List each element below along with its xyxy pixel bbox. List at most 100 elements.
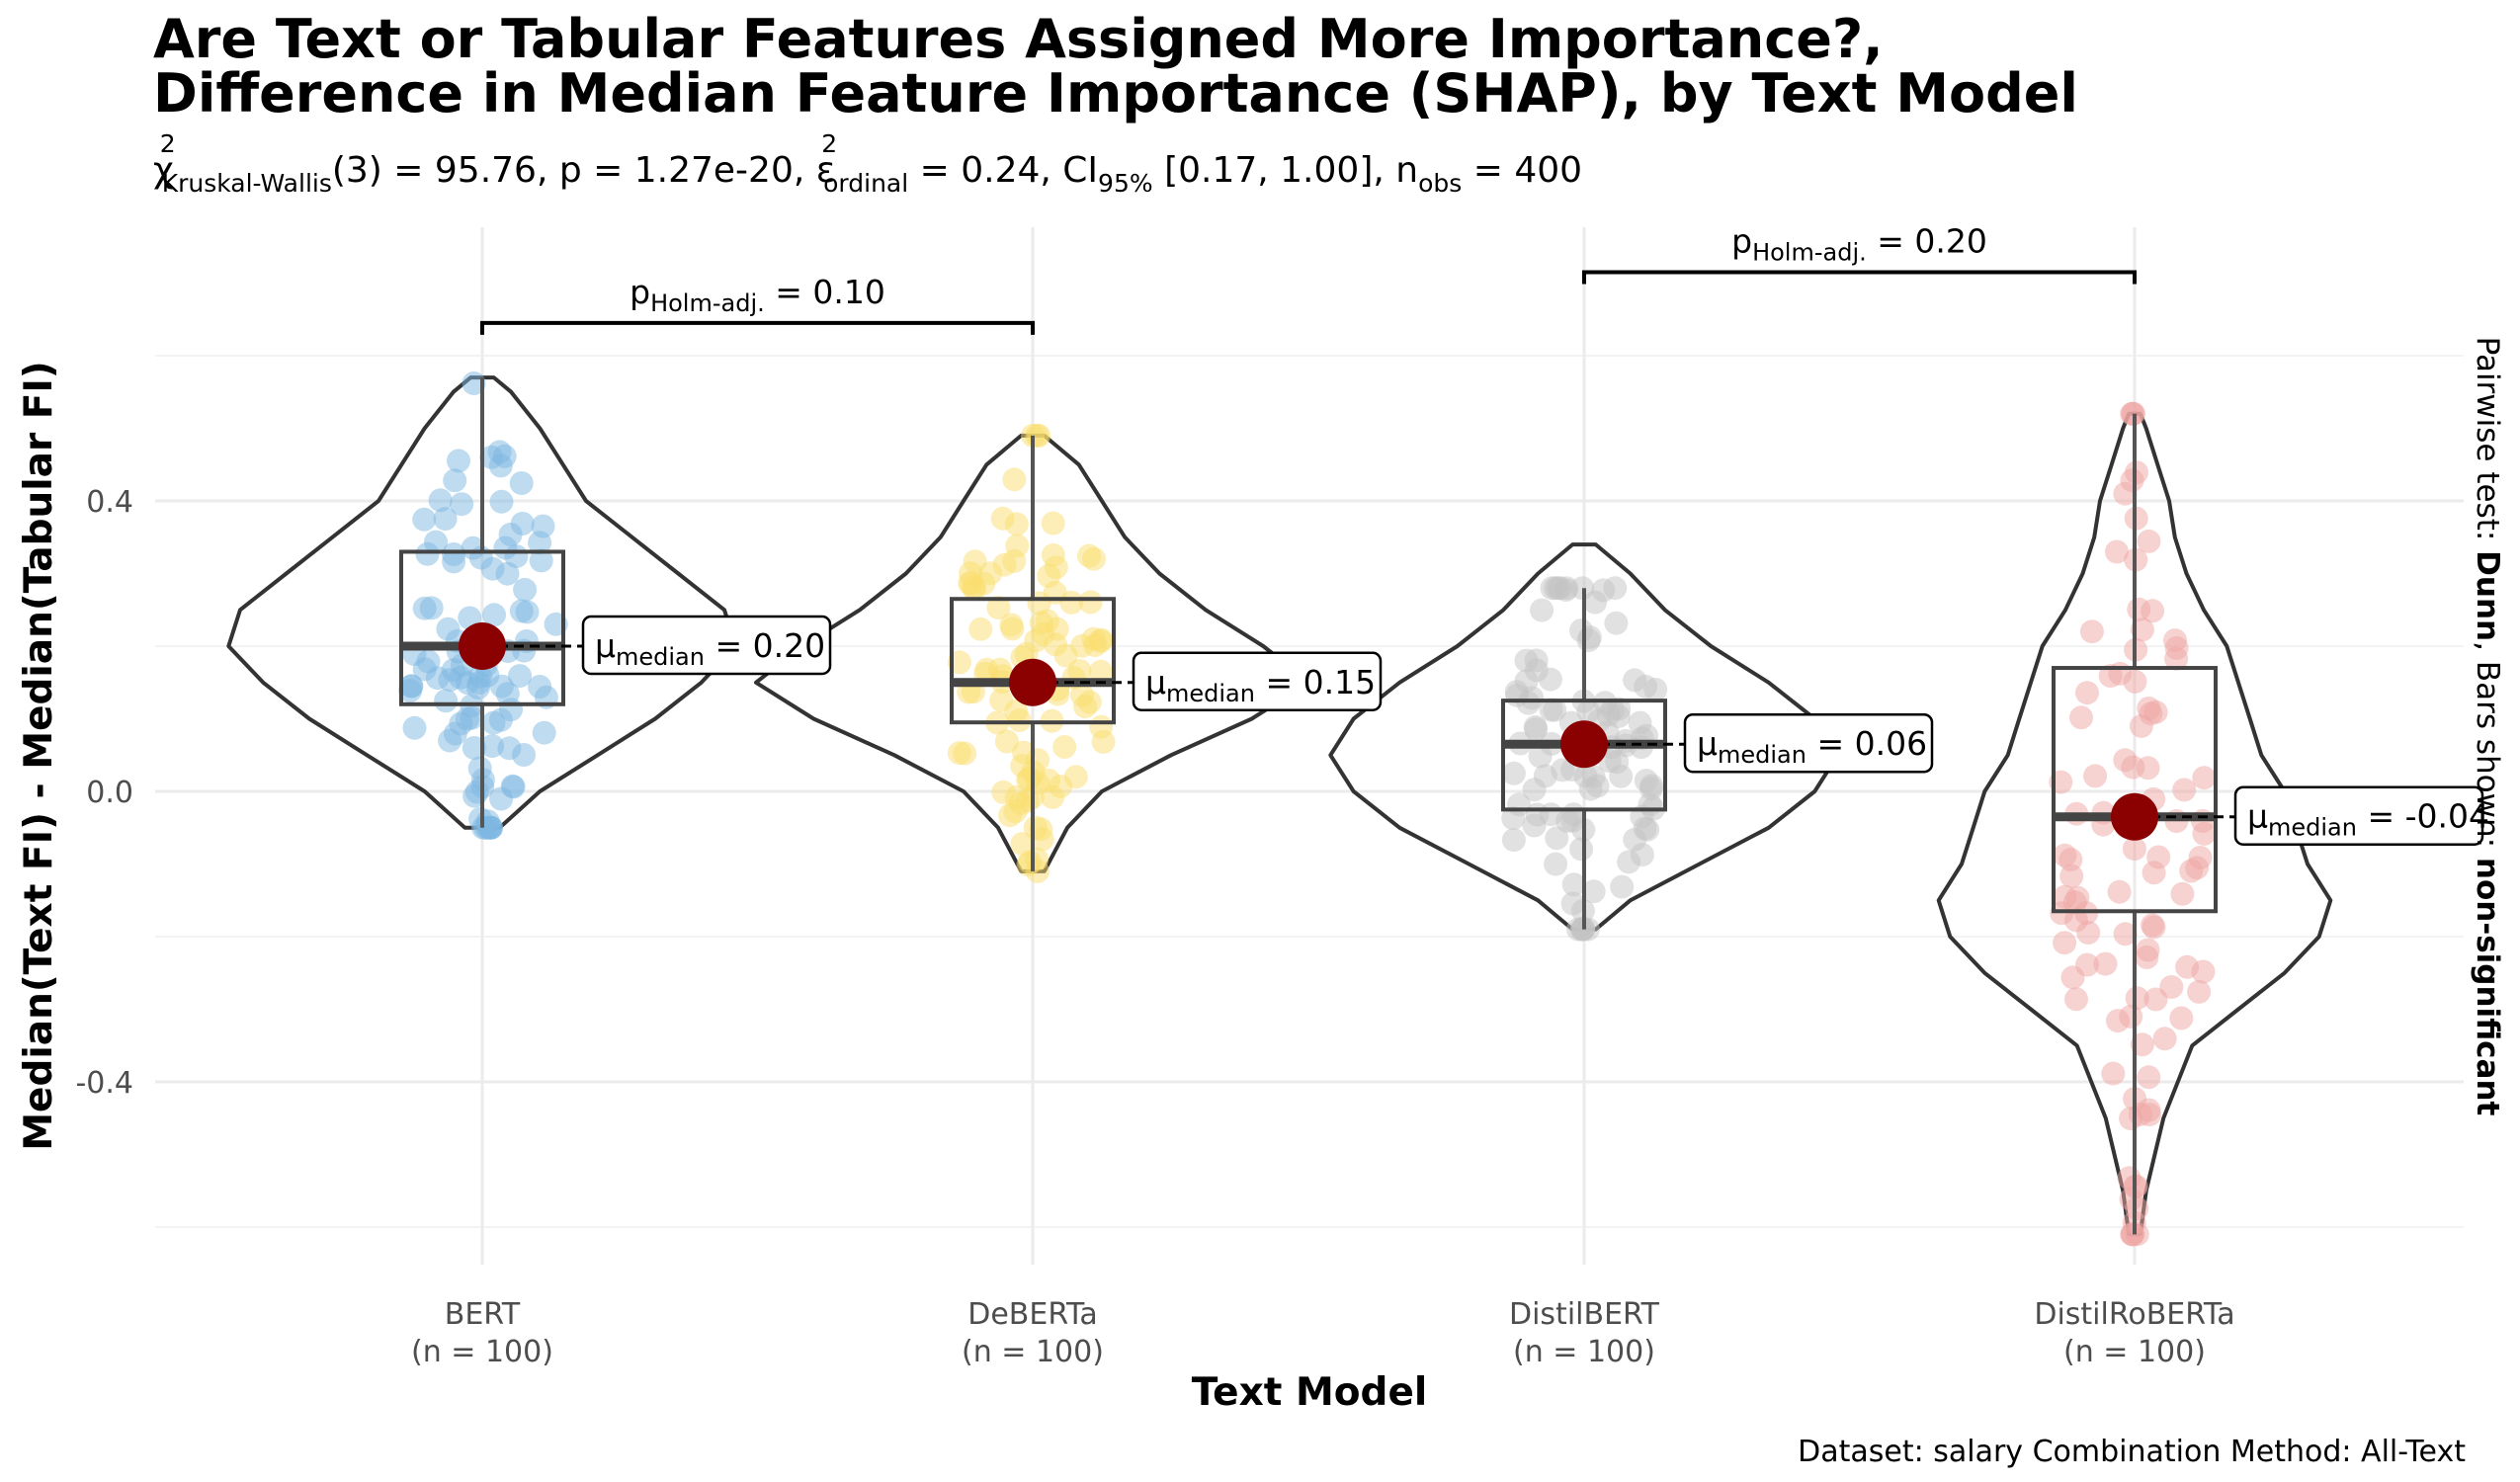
data-point: [488, 707, 513, 732]
data-point: [1010, 832, 1035, 856]
data-point: [462, 371, 486, 395]
data-point: [2064, 987, 2088, 1012]
x-tick-n-label-distilbert: (n = 100): [1513, 1335, 1655, 1369]
data-point: [1545, 826, 1569, 851]
data-point: [447, 449, 470, 473]
data-point: [2192, 766, 2217, 790]
data-point: [1041, 511, 1065, 535]
data-point: [2098, 664, 2123, 689]
data-point: [1044, 555, 1068, 580]
data-point: [1581, 879, 1606, 904]
y-tick-label: 0.4: [86, 485, 133, 520]
bracket-label: pHolm-adj. = 0.10: [630, 273, 885, 317]
median-dot-distilbert: [1560, 720, 1608, 769]
data-point: [462, 736, 486, 760]
data-point: [1591, 578, 1616, 603]
epsilon-symbol: ε: [816, 150, 835, 191]
bracket-label-p: p: [630, 273, 650, 311]
data-point: [425, 666, 450, 691]
x-axis-title: Text Model: [1192, 1370, 1428, 1415]
data-point: [2122, 837, 2146, 862]
data-point: [2152, 1027, 2177, 1051]
median-label-bert: μmedian = 0.20: [595, 626, 825, 671]
median-label-distilroberta: μmedian = -0.04: [2247, 797, 2489, 842]
data-point: [2107, 879, 2132, 904]
data-point: [1059, 590, 1084, 615]
data-point: [495, 682, 520, 706]
y-axis-ticks: 0.4 0.0 -0.4: [75, 485, 133, 1101]
data-point: [1530, 598, 1554, 622]
data-point: [2170, 881, 2195, 906]
data-point: [436, 617, 461, 641]
median-label-box-bert: [581, 615, 832, 676]
y-axis-title: Median(Text FI) - Median(Tabular FI): [17, 361, 61, 1151]
data-point: [1089, 714, 1114, 739]
y-tick-label: 0.0: [86, 776, 133, 810]
ci-sub: 95%: [1098, 169, 1153, 198]
box-bert: [399, 549, 565, 706]
data-point: [1031, 621, 1055, 646]
data-point: [2137, 529, 2161, 553]
x-tick-label-distilbert: DistilBERT: [1509, 1297, 1660, 1332]
chart-title-line-1: Are Text or Tabular Features Assigned Mo…: [153, 8, 1884, 70]
data-point: [489, 489, 514, 514]
data-point: [994, 729, 1019, 754]
data-point: [508, 664, 532, 689]
bracket-bert-deberta: [480, 320, 1035, 335]
side-label-prefix: Pairwise test:: [2470, 337, 2505, 551]
data-point: [442, 542, 466, 566]
data-point: [2113, 922, 2138, 947]
y-tick-label: -0.4: [75, 1066, 133, 1101]
chart-title-line-2: Difference in Median Feature Importance …: [153, 62, 2078, 124]
data-point: [2079, 619, 2104, 644]
data-point: [2060, 965, 2085, 990]
data-point: [509, 471, 534, 495]
data-point: [471, 815, 495, 840]
n-sub: obs: [1418, 169, 1462, 198]
bracket-label-p: p: [1731, 221, 1752, 260]
median-label-value: = 0.06: [1806, 724, 1927, 763]
data-point: [509, 599, 534, 623]
pairwise-test-label: Pairwise test: Dunn, Bars shown: non-sig…: [2470, 337, 2505, 1116]
data-point: [433, 507, 458, 532]
data-point: [528, 675, 552, 699]
data-point: [1041, 784, 1065, 809]
data-point: [2075, 681, 2099, 705]
data-point: [1561, 872, 1586, 897]
data-point: [1088, 628, 1113, 653]
box-distilroberta: [2052, 666, 2218, 914]
epsilon-value: = 0.24, CI: [908, 150, 1098, 191]
median-label-box-distilbert: [1683, 712, 1934, 774]
data-point: [501, 775, 526, 799]
data-point: [2101, 1061, 2126, 1086]
median-label-symbol: μ: [2247, 797, 2268, 836]
data-point: [532, 720, 556, 745]
side-label-test: Dunn: [2470, 550, 2505, 641]
data-point: [2159, 975, 2184, 999]
data-point: [1004, 512, 1029, 536]
data-point: [1525, 802, 1550, 827]
n-value: = 400: [1462, 150, 1582, 191]
x-tick-label-bert: BERT: [445, 1297, 521, 1332]
median-markers: μmedian = 0.20 μmedian = 0.15 μ median = 0.…: [459, 615, 2489, 846]
median-label-box-distilroberta: [2233, 785, 2484, 846]
data-point: [1077, 543, 1101, 568]
median-dot-deberta: [1009, 658, 1056, 706]
data-point: [443, 468, 467, 493]
chi-sub: Kruskal-Wallis: [162, 169, 332, 198]
x-tick-label-deberta: DeBERTa: [967, 1297, 1098, 1332]
data-point: [487, 440, 512, 464]
data-point: [412, 507, 437, 532]
data-point: [2141, 599, 2165, 623]
data-point: [402, 715, 427, 740]
median-label-deberta: μmedian = 0.15: [1145, 663, 1376, 707]
x-tick-n-label-bert: (n = 100): [411, 1335, 553, 1369]
data-point: [443, 721, 467, 746]
median-dot-bert: [459, 622, 506, 670]
data-point: [947, 741, 971, 766]
median-label-sub: median: [616, 643, 705, 671]
data-point: [1569, 618, 1593, 643]
data-point: [513, 577, 538, 602]
